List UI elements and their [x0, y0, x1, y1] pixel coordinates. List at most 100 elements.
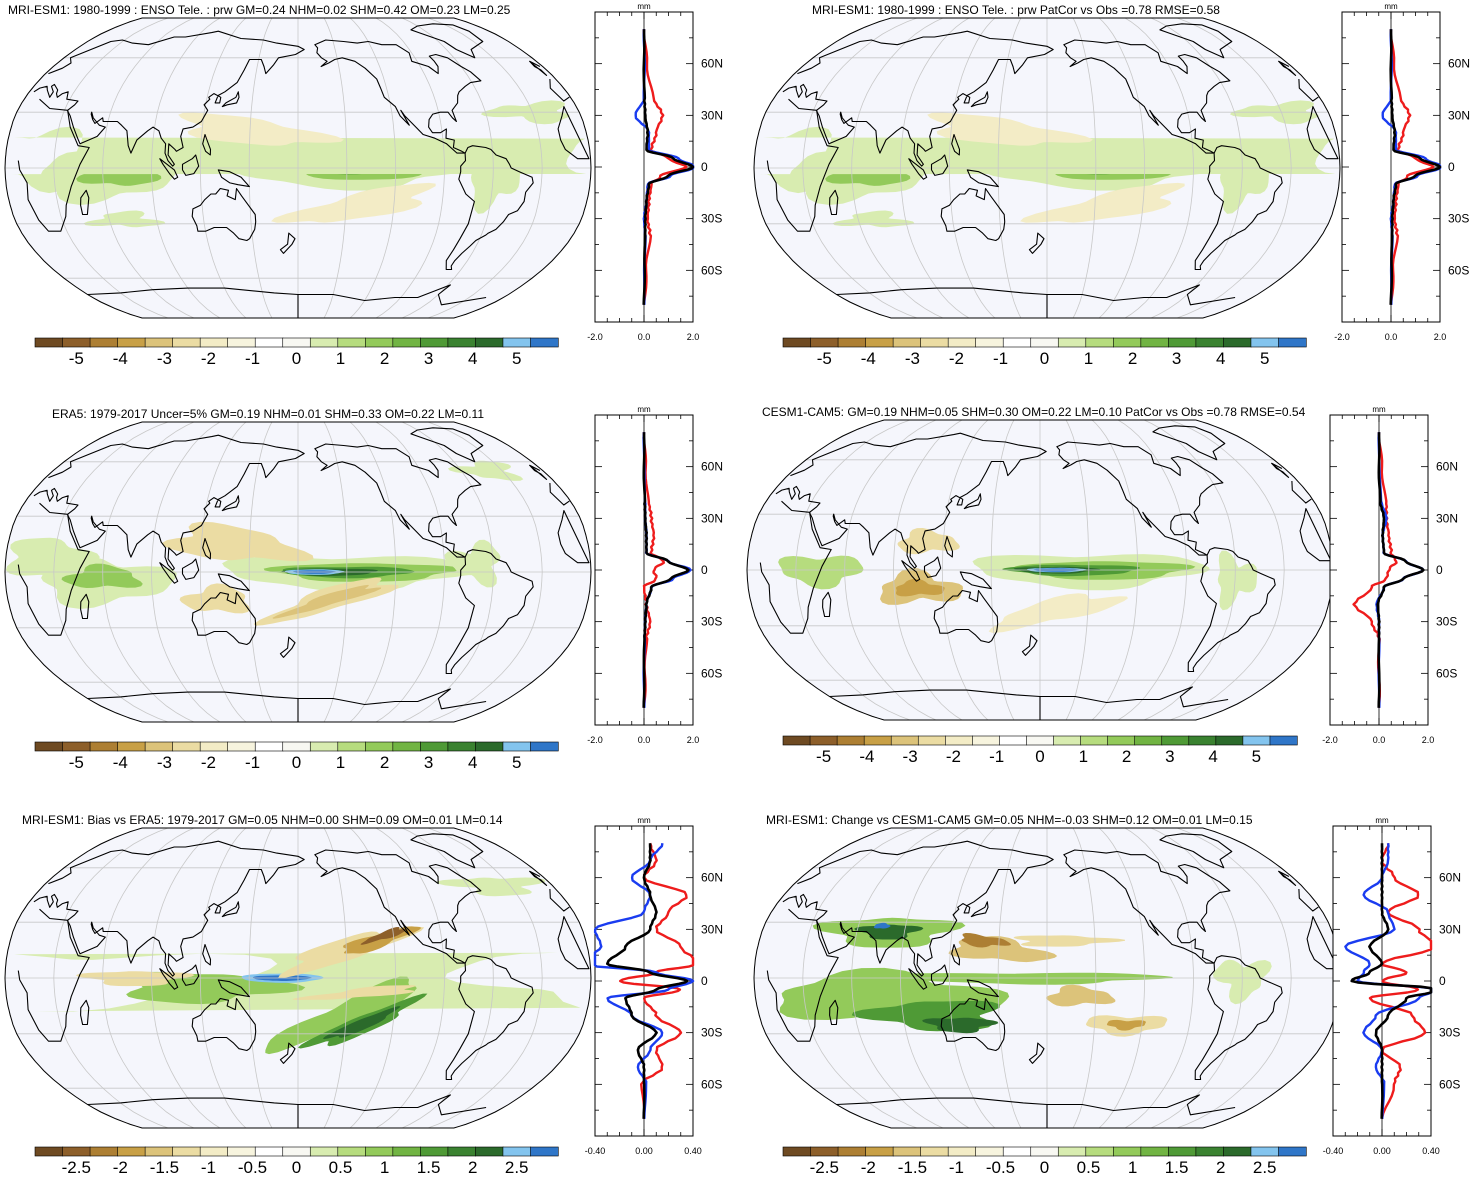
lat-tick-label: 0 [701, 160, 708, 174]
coastline-antarctica [87, 688, 487, 722]
colorbar-label: 0.5 [329, 1158, 353, 1177]
colorbar-swatch [447, 337, 477, 348]
colorbar-swatch [810, 1146, 839, 1157]
lat-tick-label: 60S [701, 1077, 722, 1091]
coastline-madagascar [80, 593, 90, 620]
lat-tick-label: 30N [701, 922, 723, 936]
colorbar-swatch [1278, 337, 1307, 348]
coastline-madagascar [829, 999, 839, 1026]
colorbar-label: 2 [1216, 1158, 1225, 1177]
longitude-gridline [427, 828, 543, 1128]
contour-blob-8 [6, 537, 100, 576]
longitude-gridline [1150, 18, 1243, 318]
x-tick-label: -2.0 [1322, 735, 1338, 745]
map-border [4, 421, 592, 723]
colorbar-swatch [863, 735, 892, 746]
mean-profile-line [1350, 843, 1433, 1119]
contour-blob-8 [1046, 984, 1116, 1007]
coastline-japan [970, 91, 989, 108]
colorbar-swatch [172, 337, 201, 348]
colorbar-swatch [1188, 735, 1217, 746]
longitude-gridline [851, 18, 944, 318]
contour-blob-7 [896, 579, 945, 597]
colorbar-swatch [920, 1146, 949, 1157]
contour-blob-11 [272, 584, 382, 619]
lat-tick-label: 0 [1436, 563, 1443, 577]
colorbar-swatch [475, 337, 504, 348]
longitude-gridline [199, 18, 247, 318]
coastline-philippines [202, 943, 212, 966]
contour-blob-7 [61, 563, 143, 588]
colorbar-label: -3 [903, 747, 918, 766]
lat-tick-label: 30S [1439, 1026, 1460, 1040]
coastline-africa [759, 500, 1332, 634]
x-tick-label: 0.40 [684, 1146, 702, 1156]
longitude-gridline [102, 422, 195, 722]
coastline-japan [963, 493, 982, 510]
colorbar-swatch [836, 735, 865, 746]
longitude-gridline [1098, 828, 1146, 1128]
coastline-samerica [1194, 145, 1283, 271]
lat-tick-label: 60S [1448, 263, 1469, 277]
contour-blob-13 [832, 210, 915, 228]
x-tick-label: -0.40 [1323, 1146, 1344, 1156]
colorbar-label: 2 [468, 1158, 477, 1177]
colorbar-label: 1 [1079, 747, 1088, 766]
colorbar-swatch [62, 741, 91, 752]
contour-blob-13 [83, 210, 166, 228]
longitude-gridline [1143, 420, 1236, 720]
x-tick-label: -2.0 [587, 332, 603, 342]
lat-tick-label: 30S [701, 615, 722, 629]
coastline-japan [221, 901, 240, 918]
zonal-mean-unit: mm [637, 816, 651, 825]
colorbar-swatch [837, 337, 867, 348]
coastline-australia [940, 187, 1006, 242]
colorbar-swatch [309, 741, 339, 752]
colorbar-swatch [89, 1146, 119, 1157]
contour-blob-12 [436, 877, 546, 897]
coastline-borneo [181, 558, 200, 580]
longitude-gridline [102, 18, 195, 318]
colorbar-swatch [365, 741, 394, 752]
colorbar-swatch [890, 735, 919, 746]
zonal-mean-plot: mm -2.0 0.0 2.0 60N 30N 0 30S 60S [1322, 405, 1458, 745]
colorbar-swatch [337, 741, 366, 752]
mean-profile-line [642, 432, 690, 708]
longitude-gridline [323, 422, 348, 722]
colorbar-swatch [1113, 1146, 1142, 1157]
colorbar-label: -4 [113, 349, 128, 368]
x-tick-label: -0.40 [585, 1146, 606, 1156]
lat-tick-label: 60S [701, 263, 722, 277]
colorbar-swatch [502, 741, 532, 752]
coastline-uk [529, 464, 548, 480]
colorbar-swatch [392, 337, 421, 348]
longitude-gridline [375, 18, 445, 318]
coastline-nz [1021, 634, 1038, 656]
longitude-gridline [1072, 828, 1097, 1128]
zonal-mean-unit: mm [1372, 405, 1386, 414]
coastline-newguinea [959, 571, 992, 590]
mean-profile-line [1389, 29, 1442, 305]
coastline-eurasia [782, 840, 1319, 977]
map-border [753, 827, 1341, 1129]
coastline-greenland [1152, 425, 1226, 461]
colorbar-swatch [117, 337, 146, 348]
coastline-philippines [944, 535, 954, 558]
longitude-gridline [1098, 18, 1146, 318]
longitude-gridline [375, 422, 445, 722]
colorbar-swatch [1057, 337, 1087, 348]
colorbar: -5 -4 -3 -2 -1 0 1 2 3 4 5 [782, 337, 1307, 368]
colorbar-label: 0 [292, 1158, 301, 1177]
panel-title: MRI-ESM1: Change vs CESM1-CAM5 GM=0.05 N… [766, 813, 1253, 827]
coastline-borneo [930, 154, 949, 176]
colorbar-swatch [530, 1146, 559, 1157]
lat-tick-label: 60N [701, 871, 723, 885]
panel-title: CESM1-CAM5: GM=0.19 NHM=0.05 SHM=0.30 OM… [762, 405, 1306, 419]
x-tick-label: 0.00 [1373, 1146, 1391, 1156]
longitude-gridline [1176, 18, 1292, 318]
contour-blob-11 [1217, 550, 1258, 611]
colorbar-swatch [34, 741, 64, 752]
coastline-sumatra [159, 562, 179, 584]
colorbar-label: 2.5 [1253, 1158, 1277, 1177]
coastline-africa [17, 908, 590, 1042]
